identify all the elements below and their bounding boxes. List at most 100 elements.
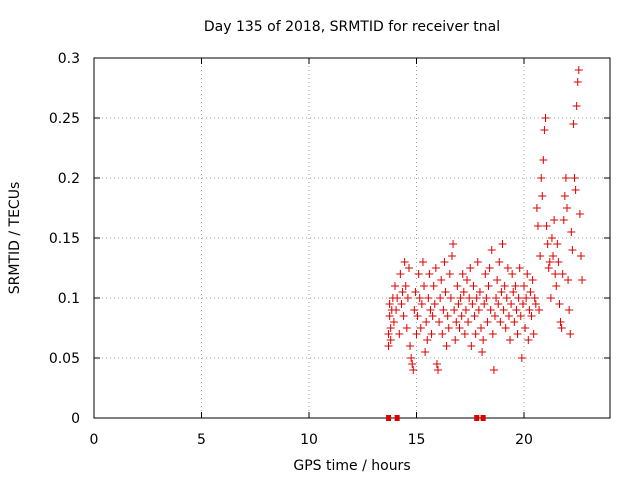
data-point (536, 252, 545, 260)
y-tick-label: 0.25 (49, 111, 80, 127)
data-point (547, 234, 556, 242)
data-point (557, 324, 566, 332)
grid-lines (94, 58, 610, 418)
data-point (538, 192, 547, 200)
data-point (389, 318, 398, 326)
data-point (514, 294, 523, 302)
x-tick-label: 10 (300, 432, 318, 448)
data-point (492, 294, 501, 302)
data-point (418, 258, 427, 266)
data-point (556, 318, 565, 326)
data-point (563, 204, 571, 212)
data-point (384, 342, 393, 350)
data-point (551, 270, 560, 278)
data-point (474, 306, 483, 314)
data-point (483, 318, 492, 326)
y-tick-label: 0.3 (58, 51, 80, 67)
data-point (523, 270, 532, 278)
data-point (509, 288, 518, 296)
data-point (526, 288, 535, 296)
data-point (456, 294, 465, 302)
data-point (508, 270, 517, 278)
data-point (533, 222, 542, 230)
data-point (417, 300, 426, 308)
data-point (479, 336, 488, 344)
chart-title: Day 135 of 2018, SRMTID for receiver tna… (204, 19, 500, 35)
x-tick-label: 0 (90, 432, 99, 448)
data-point (540, 126, 549, 134)
data-point (532, 204, 541, 212)
data-point (496, 318, 505, 326)
data-point (423, 336, 432, 344)
data-point (450, 306, 459, 314)
data-point (438, 330, 447, 338)
data-point (503, 264, 512, 272)
data-point (495, 258, 504, 266)
data-point (541, 114, 550, 122)
data-point (431, 264, 440, 272)
data-point (566, 330, 575, 338)
data-point (449, 240, 458, 248)
data-point (432, 360, 441, 368)
data-point (401, 282, 410, 290)
data-point (535, 306, 544, 314)
data-point (421, 348, 430, 356)
data-point (415, 294, 424, 302)
data-point (459, 288, 468, 296)
data-point (486, 306, 495, 314)
data-point (469, 282, 478, 290)
data-point (396, 270, 405, 278)
data-point (424, 294, 433, 302)
data-point (412, 330, 421, 338)
data-point (422, 318, 431, 326)
data-point (386, 336, 395, 344)
data-point (451, 336, 460, 344)
data-point (440, 258, 449, 266)
data-point (490, 312, 499, 320)
data-point (498, 240, 507, 248)
data-point (518, 300, 527, 308)
data-point (506, 336, 515, 344)
data-point (407, 354, 416, 362)
data-point (434, 366, 442, 374)
data-point (436, 294, 445, 302)
data-point (515, 264, 524, 272)
data-point (416, 324, 425, 332)
data-point (447, 252, 456, 260)
data-point (567, 228, 576, 236)
data-point (395, 330, 404, 338)
data-point (457, 312, 466, 320)
data-point (565, 306, 574, 314)
data-point (428, 312, 437, 320)
data-point (524, 336, 533, 344)
data-point (411, 288, 420, 296)
data-point (452, 318, 461, 326)
data-point (426, 306, 435, 314)
gap-marker (474, 415, 480, 421)
data-point (545, 258, 554, 266)
data-point (461, 306, 470, 314)
data-point (482, 294, 491, 302)
data-point (429, 282, 438, 290)
data-point (507, 300, 516, 308)
data-point (511, 282, 520, 290)
data-point (574, 66, 583, 74)
y-tick-label: 0.2 (58, 171, 80, 187)
data-point (468, 300, 477, 308)
data-point (494, 300, 503, 308)
plot-frame (93, 57, 611, 419)
data-point (531, 300, 540, 308)
data-point (477, 324, 485, 332)
data-point (475, 288, 484, 296)
data-point (488, 330, 497, 338)
data-point (543, 240, 552, 248)
data-point (464, 318, 473, 326)
data-point (413, 312, 422, 320)
y-tick-label: 0.1 (58, 291, 80, 307)
data-point (570, 174, 579, 182)
data-point (564, 276, 573, 284)
data-point (578, 276, 587, 284)
x-axis-label: GPS time / hours (293, 458, 410, 474)
data-point (573, 78, 582, 86)
data-point (441, 288, 450, 296)
